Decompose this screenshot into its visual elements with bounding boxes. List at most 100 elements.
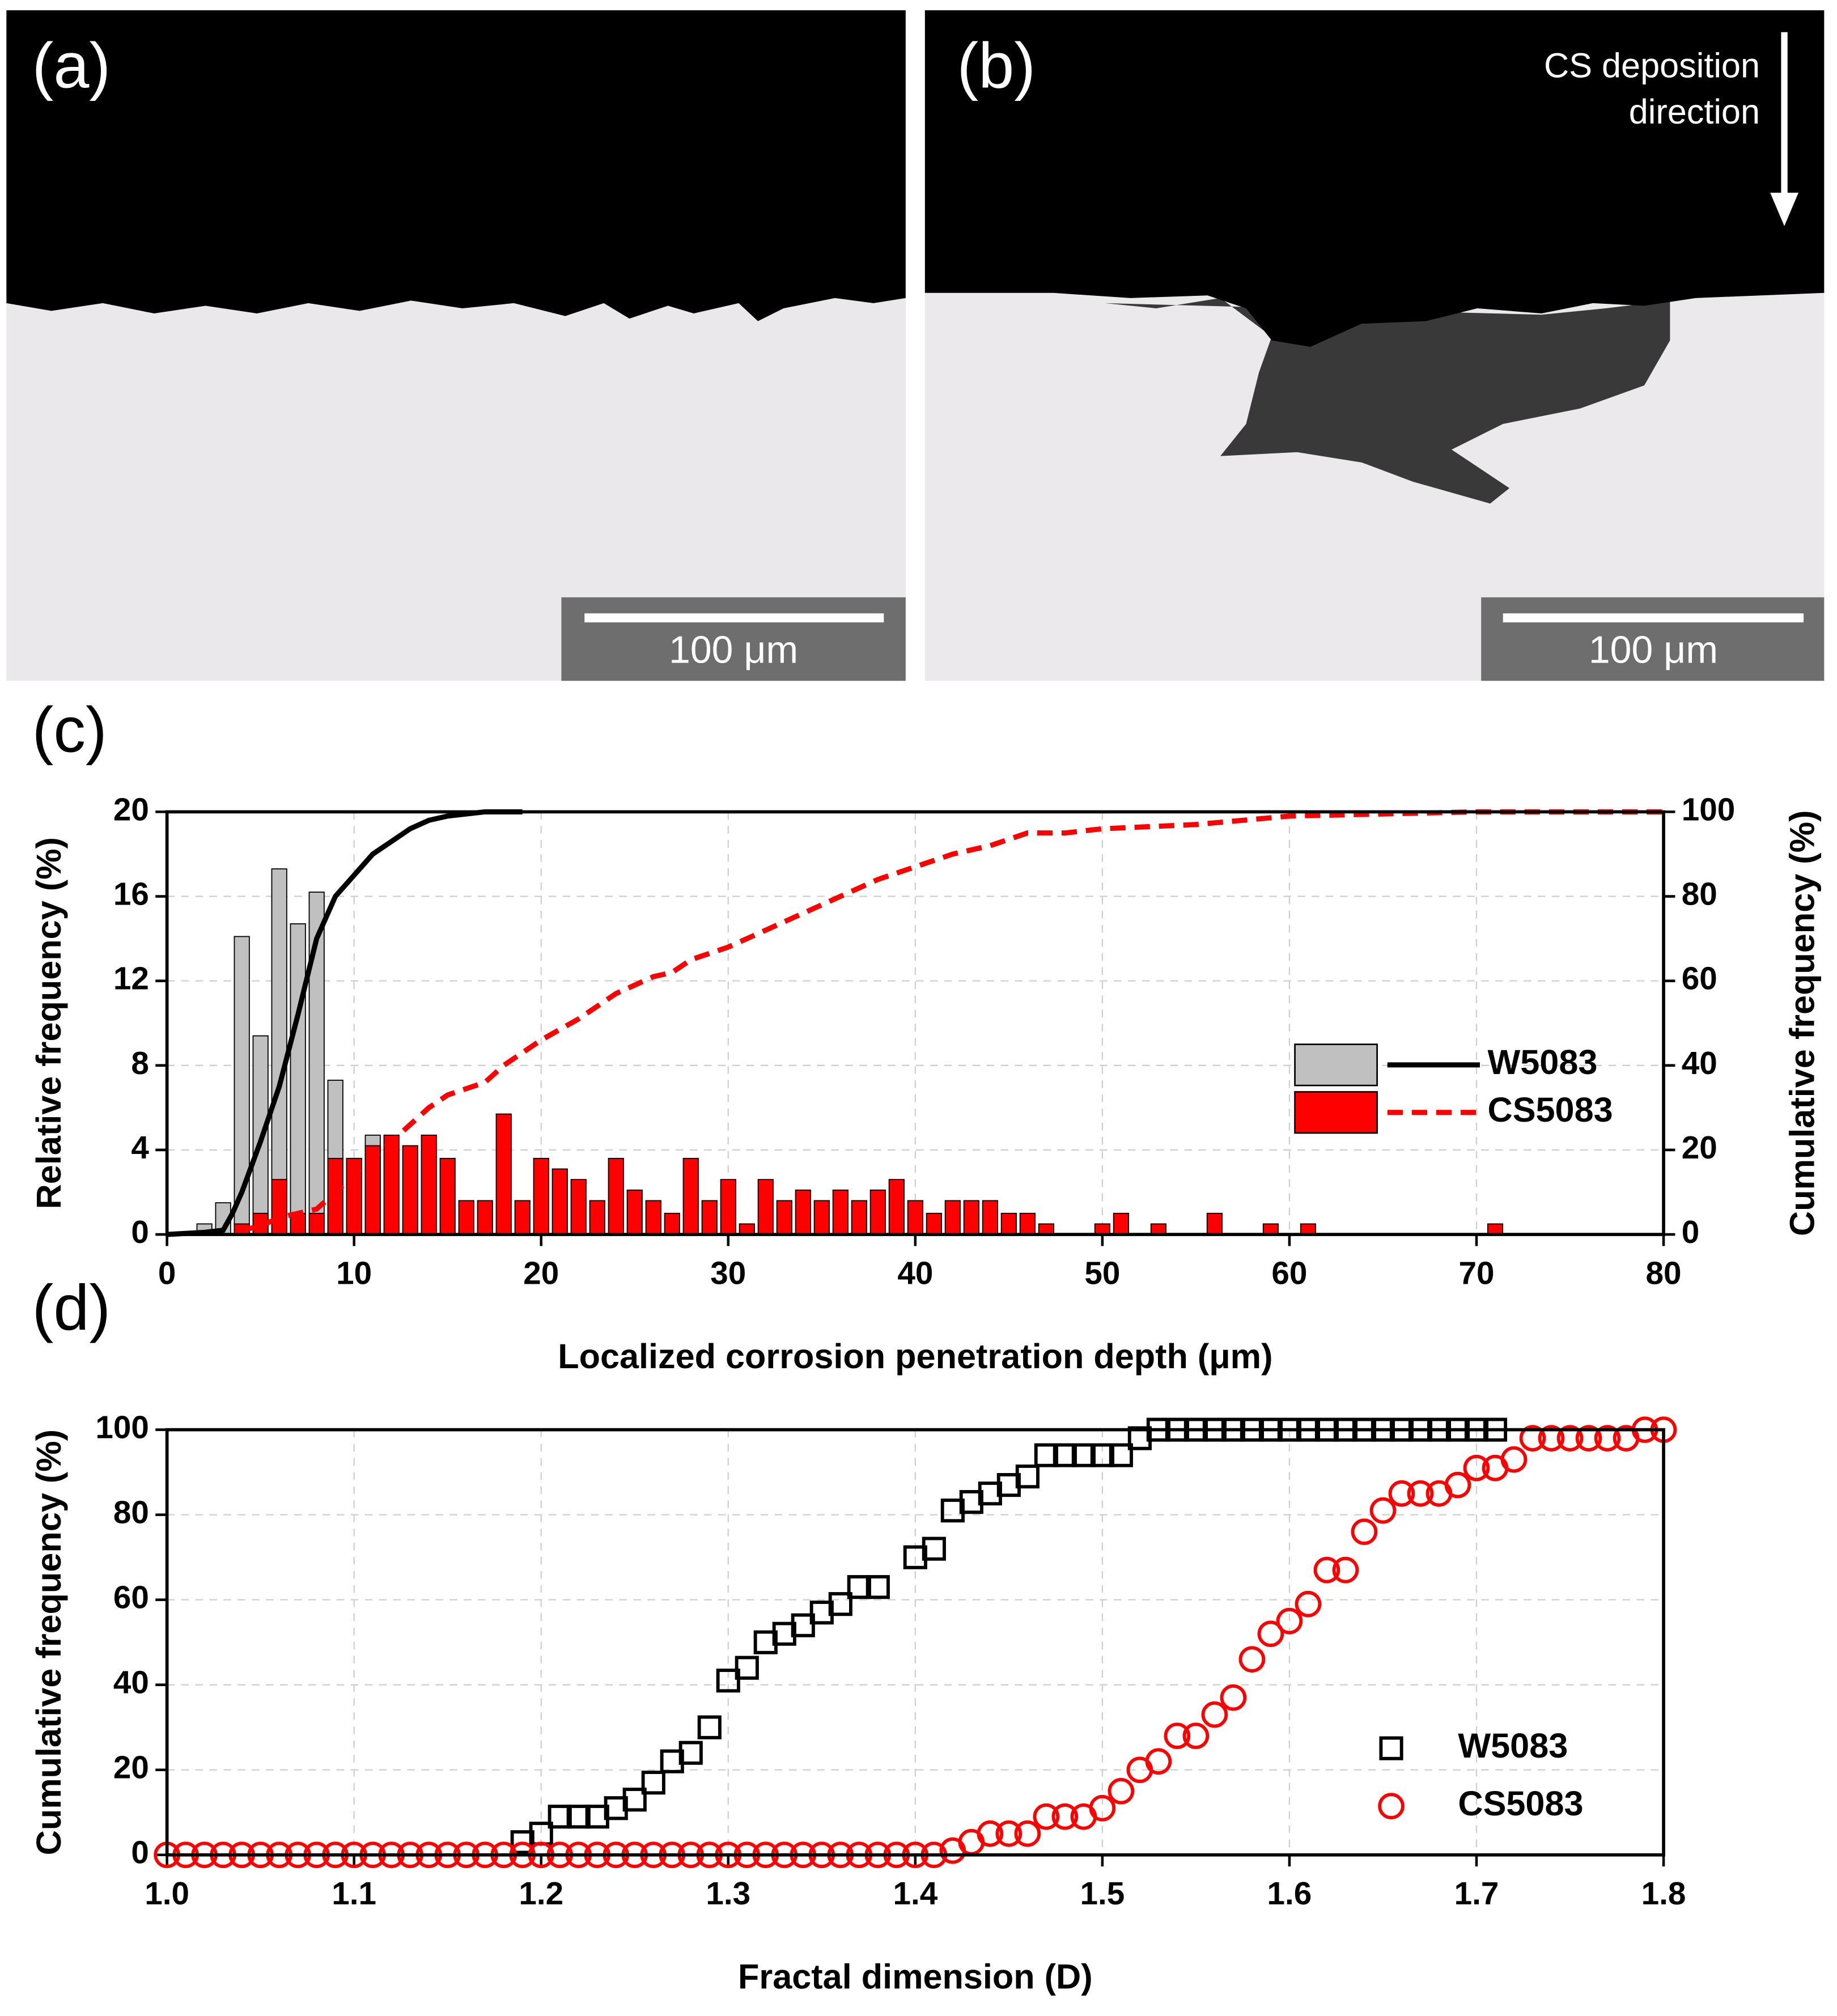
x-tick-label: 1.4 — [893, 1876, 937, 1912]
y-axis-title: Cumulative frequency (%) — [29, 1429, 68, 1855]
marker — [1538, 1425, 1565, 1451]
x-tick-label: 1.3 — [706, 1876, 750, 1912]
marker — [977, 1820, 1004, 1847]
legend-label: W5083 — [1458, 1726, 1568, 1765]
marker — [1051, 1803, 1079, 1830]
bar — [308, 1212, 325, 1235]
x-tick-label: 20 — [523, 1256, 559, 1292]
marker — [959, 1490, 983, 1514]
marker — [1164, 1722, 1191, 1750]
bar — [795, 1189, 811, 1235]
y-tick-label: 8 — [131, 1046, 149, 1081]
bar — [776, 1200, 792, 1235]
panel-label: (a) — [32, 30, 111, 102]
marker — [585, 1805, 609, 1829]
marker — [1182, 1722, 1210, 1750]
bar — [271, 1179, 287, 1235]
legend-marker — [1379, 1736, 1403, 1760]
bar — [290, 923, 306, 1235]
marker — [510, 1830, 534, 1854]
cumulative-line — [241, 809, 1664, 1233]
y-tick-label: 40 — [113, 1665, 149, 1701]
y-axis-title: Relative frequency (%) — [29, 837, 68, 1209]
marker — [791, 1613, 815, 1637]
x-tick-label: 1.8 — [1641, 1876, 1686, 1912]
marker — [1463, 1454, 1490, 1482]
y-tick-label: 0 — [131, 1215, 149, 1250]
marker — [660, 1749, 684, 1773]
x-tick-label: 1.1 — [332, 1876, 376, 1912]
legend-swatch — [1294, 1043, 1378, 1086]
bar — [1206, 1212, 1223, 1235]
x-tick-label: 1.2 — [519, 1876, 563, 1912]
marker — [1220, 1684, 1247, 1711]
marker — [996, 1473, 1021, 1497]
marker — [548, 1805, 572, 1829]
bar — [944, 1200, 961, 1235]
y-tick-label: 80 — [113, 1495, 149, 1531]
bar — [439, 1157, 456, 1235]
bar — [701, 1200, 718, 1235]
bar — [1000, 1212, 1017, 1235]
marker — [903, 1545, 927, 1569]
bar — [926, 1212, 942, 1235]
marker — [1014, 1820, 1041, 1847]
marker — [1407, 1480, 1434, 1507]
y-tick-label: 0 — [131, 1835, 149, 1871]
micrograph-a: 100 μm (a) — [6, 10, 906, 681]
marker — [828, 1592, 852, 1616]
legend-label: CS5083 — [1488, 1090, 1613, 1129]
bar — [1113, 1212, 1129, 1235]
scale-bar-label: 100 μm — [1589, 628, 1718, 671]
bar — [495, 1113, 512, 1235]
marker — [1201, 1701, 1228, 1728]
x-tick-label: 60 — [1271, 1256, 1307, 1292]
y2-axis-title: Cumulative frequency (%) — [1783, 810, 1821, 1236]
plot-frame — [165, 810, 1665, 1236]
plot-frame — [165, 1428, 1665, 1857]
cumulative-line — [167, 809, 523, 1237]
x-tick-label: 50 — [1084, 1256, 1120, 1292]
x-tick-label: 40 — [897, 1256, 933, 1292]
bar — [327, 1157, 343, 1235]
bar — [682, 1157, 699, 1235]
x-axis-title: Fractal dimension (D) — [738, 1958, 1093, 1996]
y-tick-label: 16 — [113, 877, 149, 912]
y-tick-label: 60 — [113, 1580, 149, 1616]
y2-tick-label: 0 — [1682, 1215, 1700, 1250]
marker — [995, 1820, 1023, 1847]
bar — [570, 1179, 587, 1235]
bar — [383, 1134, 400, 1235]
bar — [458, 1200, 474, 1235]
marker — [1444, 1471, 1471, 1499]
legend-marker — [1378, 1793, 1405, 1819]
marker — [1257, 1620, 1284, 1648]
marker — [922, 1537, 946, 1561]
bar — [1019, 1212, 1036, 1235]
marker — [1332, 1556, 1359, 1584]
marker — [1575, 1425, 1602, 1451]
marker — [847, 1575, 871, 1599]
marker — [772, 1622, 796, 1646]
bar — [533, 1157, 549, 1235]
bar — [477, 1200, 493, 1235]
bar — [720, 1179, 736, 1235]
panel-label: (d) — [32, 1272, 111, 1344]
marker — [1071, 1443, 1096, 1467]
y2-tick-label: 60 — [1682, 961, 1717, 997]
marker — [1313, 1556, 1340, 1584]
bar — [832, 1189, 849, 1235]
marker — [1090, 1443, 1114, 1467]
marker — [940, 1499, 965, 1523]
bar — [421, 1134, 437, 1235]
bar — [851, 1200, 867, 1235]
marker — [566, 1805, 591, 1829]
marker — [1500, 1446, 1528, 1473]
annotation: CS deposition — [1544, 46, 1760, 84]
bar — [645, 1200, 661, 1235]
marker — [1015, 1465, 1040, 1489]
y2-tick-label: 80 — [1682, 877, 1717, 912]
marker — [978, 1482, 1002, 1506]
marker — [753, 1630, 778, 1654]
